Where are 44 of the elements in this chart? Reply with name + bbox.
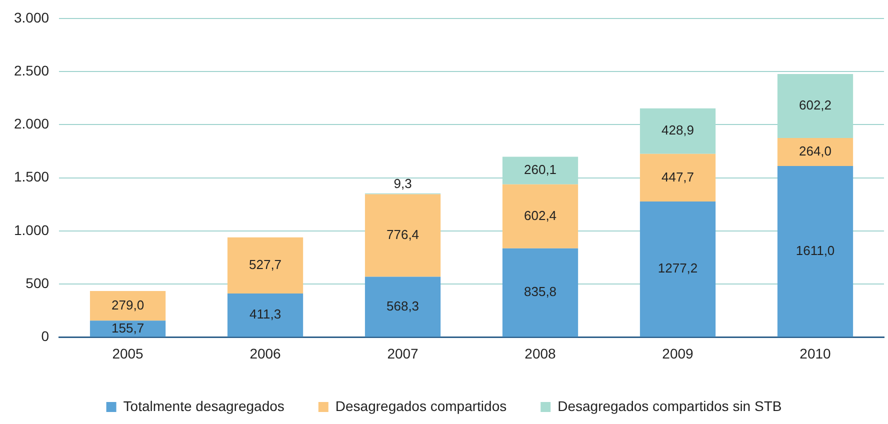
data-label: 527,7 [249,257,282,272]
x-tick-label: 2005 [112,345,144,362]
y-tick-label: 1.000 [14,222,50,238]
bar [227,293,304,337]
x-tick-label: 2010 [800,345,832,362]
y-tick-label: 2.500 [14,62,50,78]
data-label: 279,0 [112,297,144,312]
data-label: 411,3 [249,306,282,322]
data-label: 568,3 [386,298,420,314]
x-tick-label: 2006 [250,345,282,362]
bar [777,138,854,166]
data-label: 602,2 [798,98,832,113]
bar [640,201,716,337]
data-label: 1611,0 [796,242,835,258]
data-label: 155,7 [112,320,144,336]
legend-label: Totalmente desagregados [123,398,284,414]
data-label: 264,0 [798,144,832,159]
bar [364,194,441,277]
x-tick-label: 2009 [662,345,694,362]
y-tick-label: 3.000 [14,9,50,26]
data-label: 447,7 [661,169,694,184]
legend-label: Desagregados compartidos sin STB [558,398,782,414]
bar [502,184,578,248]
bar [640,154,716,202]
y-tick-label: 0 [41,328,50,344]
x-tick-label: 2008 [524,345,556,362]
data-label: 428,9 [661,122,694,138]
y-tick-label: 500 [26,274,50,291]
legend-label: Desagregados compartidos [335,398,507,414]
bar [227,237,304,294]
x-tick-label: 2007 [387,345,419,362]
bar [777,166,854,337]
bar [90,291,166,321]
bar [502,248,578,337]
y-tick-label: 1.500 [14,168,50,185]
data-label: 602,4 [524,208,557,223]
y-tick-label: 2.000 [14,116,50,132]
data-label: 776,4 [386,227,420,242]
bar [90,320,166,337]
data-label: 1277,2 [658,260,698,276]
data-label: 835,8 [524,284,557,300]
data-label: 9,3 [394,176,412,191]
data-label: 260,1 [524,162,557,178]
bar [364,276,441,337]
